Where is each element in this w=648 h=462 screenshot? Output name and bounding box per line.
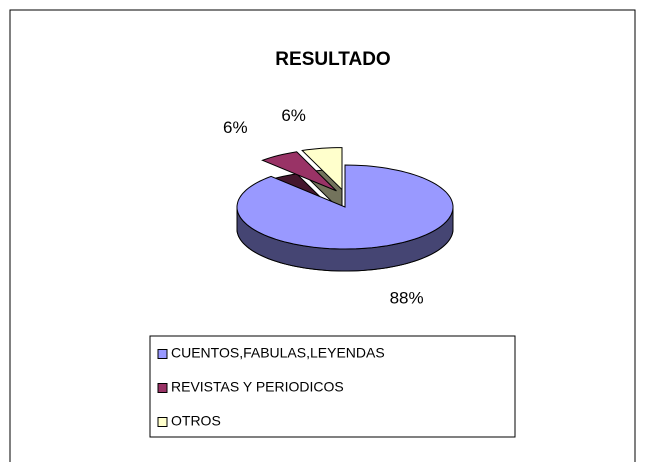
chart-title: RESULTADO bbox=[275, 49, 390, 70]
legend-label: CUENTOS,FABULAS,LEYENDAS bbox=[171, 345, 385, 361]
data-label: 88% bbox=[390, 288, 424, 307]
data-label: 6% bbox=[281, 106, 306, 125]
data-label: 6% bbox=[223, 118, 248, 137]
legend-box bbox=[149, 335, 516, 438]
pie-slice bbox=[236, 164, 454, 250]
legend-label: OTROS bbox=[171, 413, 221, 429]
legend-swatch bbox=[157, 349, 168, 359]
pie-slice bbox=[301, 147, 343, 191]
pie-slice bbox=[261, 151, 337, 192]
legend-swatch bbox=[157, 383, 168, 393]
legend-swatch bbox=[157, 417, 168, 427]
legend-label: REVISTAS Y PERIODICOS bbox=[171, 379, 344, 395]
